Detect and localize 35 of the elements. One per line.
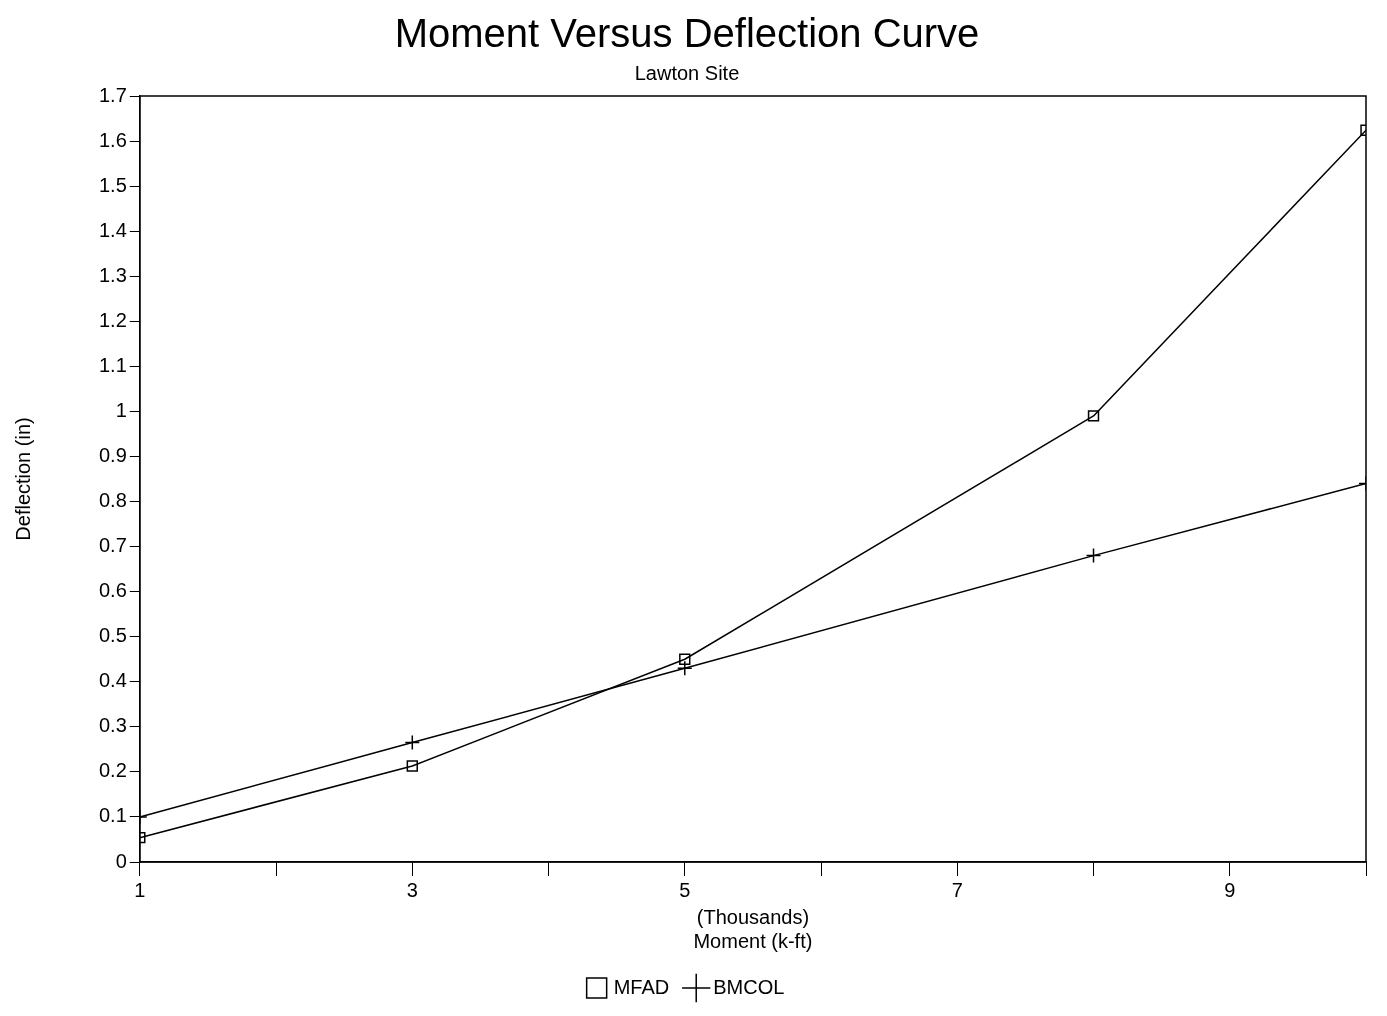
y-axis-title: Deflection (in) [11, 417, 34, 541]
legend-label: BMCOL [713, 975, 785, 998]
point [406, 760, 418, 772]
y-tick-label: 0 [115, 849, 127, 872]
x-tick-label: 5 [679, 878, 691, 901]
y-tick-label: 1 [115, 398, 127, 421]
y-tick-label: 0.3 [98, 714, 127, 737]
y-tick-label: 1.4 [98, 218, 127, 241]
y-tick-label: 1.3 [98, 263, 127, 286]
y-tick-label: 1.2 [98, 308, 127, 331]
point [1087, 410, 1100, 422]
point [1085, 547, 1102, 564]
point [679, 653, 691, 665]
x-tick-label: 1 [134, 878, 146, 901]
y-tick-label: 1.1 [98, 353, 127, 376]
x-tick-label: 9 [1224, 878, 1236, 901]
y-tick-label: 0.5 [98, 624, 127, 647]
y-tick-label: 0.8 [98, 489, 127, 512]
x-tick-label: 3 [406, 878, 418, 901]
point [677, 660, 693, 676]
y-tick-label: 0.7 [98, 534, 127, 557]
x-axis-title: (Thousands) Moment (k-ft) [693, 905, 813, 952]
y-tick-label: 0.9 [98, 443, 127, 466]
y-tick-label: 0.1 [98, 804, 127, 827]
y-tick-label: 1.6 [98, 128, 127, 151]
chart-subtitle: Lawton Site [634, 61, 740, 84]
y-tick-label: 1.7 [98, 83, 127, 106]
y-tick-label: 1.5 [98, 173, 127, 196]
y-tick-label: 0.2 [98, 759, 127, 782]
x-tick-label: 7 [951, 878, 963, 901]
y-tick-label: 0.4 [98, 669, 127, 692]
y-tick-label: 0.6 [98, 579, 127, 602]
point [404, 734, 421, 751]
legend-label: MFAD [613, 975, 670, 998]
chart-title: Moment Versus Deflection Curve [394, 11, 980, 56]
